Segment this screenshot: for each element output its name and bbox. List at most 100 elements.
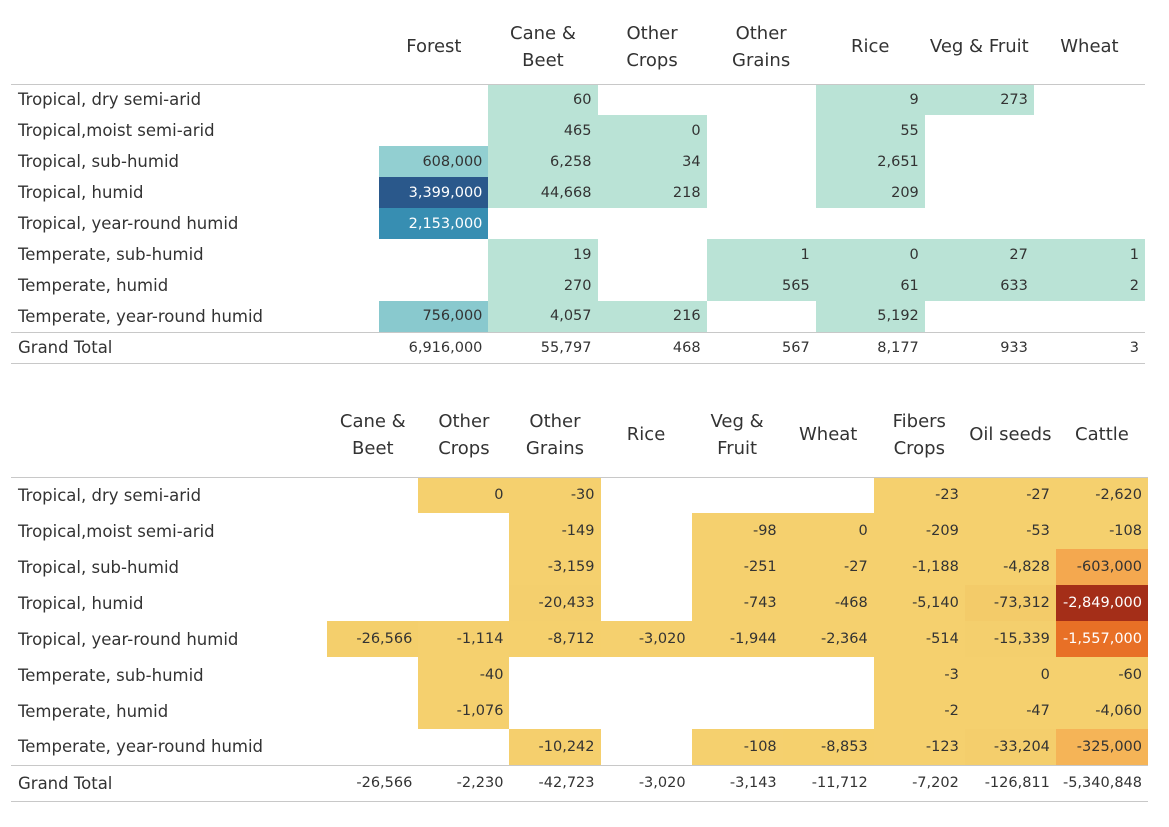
heat-cell: 0 — [815, 239, 925, 270]
heat-cell: -1,076 — [418, 693, 510, 729]
heat-cell — [418, 585, 509, 621]
heat-cell: -2,620 — [1055, 477, 1148, 513]
heat-cell — [598, 239, 707, 270]
heat-cell: -325,000 — [1055, 729, 1148, 765]
grand-total-value: -2,230 — [418, 764, 510, 802]
heat-cell: -3 — [873, 657, 965, 693]
grand-total-label: Grand Total — [11, 764, 328, 802]
column-header: Veg & Fruit — [924, 10, 1034, 85]
table-row: Tropical, sub-humid -3,159 -251 -27 -1,188 -4… — [11, 549, 1148, 585]
grand-total-value: -7,202 — [873, 764, 965, 802]
heat-cell: -4,060 — [1055, 693, 1148, 729]
heat-cell: 55 — [815, 115, 925, 146]
heat-cell — [601, 477, 692, 513]
column-header: Cane & Beet — [327, 393, 419, 478]
column-header: Rice — [600, 393, 692, 478]
row-label: Tropical, year-round humid — [18, 214, 239, 233]
grand-total-row: Grand Total -26,566 -2,230 -42,723 -3,020 -3,… — [11, 764, 1148, 802]
heat-cell — [707, 177, 816, 208]
heat-cell: -47 — [964, 693, 1056, 729]
heat-cell — [1034, 301, 1145, 332]
heat-cell: 565 — [706, 270, 816, 301]
heat-cell — [327, 693, 418, 729]
heat-cell — [692, 693, 783, 729]
heat-cell: -10,242 — [509, 729, 601, 765]
heat-cell: -108 — [691, 729, 783, 765]
column-header: Forest — [379, 10, 489, 85]
heat-cell: 0 — [964, 657, 1056, 693]
grand-total-value: 567 — [706, 331, 816, 364]
heat-cell: -60 — [1055, 657, 1148, 693]
table-row: Temperate, year-round humid -10,242 -108 -8… — [11, 729, 1148, 765]
heat-cell: 6,258 — [488, 146, 598, 177]
heat-cell: -5,140 — [873, 585, 965, 621]
heat-cell: 216 — [597, 301, 707, 332]
heat-cell: -4,828 — [964, 549, 1056, 585]
heat-cell — [327, 585, 418, 621]
heat-cell: 465 — [488, 115, 598, 146]
heat-cell: 2,153,000 — [379, 208, 489, 239]
heat-cell: -2,364 — [782, 621, 874, 657]
table-row: Tropical,moist semi-arid -149 -98 0 -209 -53-… — [11, 513, 1148, 549]
grand-total-value: 468 — [597, 331, 707, 364]
heat-cell: -30 — [509, 477, 601, 513]
heat-cell: -2 — [873, 693, 965, 729]
heat-cell — [379, 239, 488, 270]
heat-cell — [327, 549, 418, 585]
heat-cell — [707, 301, 816, 332]
column-header: Other Crops — [418, 393, 510, 478]
heat-cell: -98 — [691, 513, 783, 549]
row-label: Temperate, humid — [18, 276, 169, 295]
row-label: Temperate, sub-humid — [18, 245, 204, 264]
heat-cell — [783, 657, 874, 693]
table-row: Temperate, sub-humid 19 1 0 27 1 — [11, 239, 1145, 270]
heat-cell: -27 — [964, 477, 1056, 513]
heat-cell: -3,020 — [600, 621, 692, 657]
heat-cell — [707, 115, 816, 146]
heatmap-table-positive: Forest Cane & Beet Other Crops Other Grains… — [11, 10, 1145, 364]
heat-cell — [379, 115, 488, 146]
heat-cell: 1 — [706, 239, 816, 270]
row-label: Temperate, year-round humid — [18, 306, 264, 326]
grand-total-value: 3 — [1033, 331, 1145, 364]
grand-total-value: -5,340,848 — [1055, 764, 1148, 802]
heat-cell: -40 — [418, 657, 510, 693]
heat-cell: -73,312 — [964, 585, 1056, 621]
heatmap-table-negative: Cane & Beet Other Crops Other Grains Rice Ve… — [11, 393, 1148, 802]
row-label: Tropical, humid — [18, 593, 144, 613]
heat-cell: 1 — [1033, 239, 1145, 270]
table-row: Tropical, year-round humid 2,153,000 — [11, 208, 1145, 239]
grand-total-value: -26,566 — [327, 764, 419, 802]
heat-cell: 218 — [597, 177, 707, 208]
grand-total-value: 8,177 — [815, 331, 925, 364]
grand-total-value: 6,916,000 — [379, 331, 489, 364]
heat-cell: -108 — [1055, 513, 1148, 549]
heat-cell: -27 — [782, 549, 874, 585]
heat-cell: -123 — [873, 729, 965, 765]
heat-cell — [418, 729, 509, 765]
grand-total-value: -3,143 — [691, 764, 783, 802]
grand-total-value: -11,712 — [782, 764, 874, 802]
table-row: Tropical, year-round humid -26,566 -1,114-… — [11, 621, 1148, 657]
heat-cell — [601, 585, 692, 621]
row-label: Tropical, dry semi-arid — [18, 485, 202, 505]
heat-cell — [601, 513, 692, 549]
heat-cell — [1034, 115, 1145, 146]
heat-cell: 756,000 — [379, 301, 489, 332]
heat-cell — [707, 146, 816, 177]
grand-total-value: 55,797 — [488, 331, 598, 364]
heat-cell: 0 — [782, 513, 874, 549]
heat-cell: 60 — [488, 84, 598, 115]
heat-cell: 3,399,000 — [379, 177, 489, 208]
heat-cell — [783, 693, 874, 729]
heat-cell — [327, 513, 418, 549]
heat-cell — [601, 657, 692, 693]
heat-cell: 270 — [488, 270, 598, 301]
column-header: Other Grains — [509, 393, 601, 478]
heat-cell: -23 — [873, 477, 965, 513]
heat-cell: -1,557,000 — [1055, 621, 1148, 657]
table-row: Tropical, sub-humid 608,000 6,258 34 2,651 — [11, 146, 1145, 177]
heat-cell — [418, 549, 509, 585]
heat-cell — [707, 208, 816, 239]
grand-total-value: 933 — [924, 331, 1034, 364]
